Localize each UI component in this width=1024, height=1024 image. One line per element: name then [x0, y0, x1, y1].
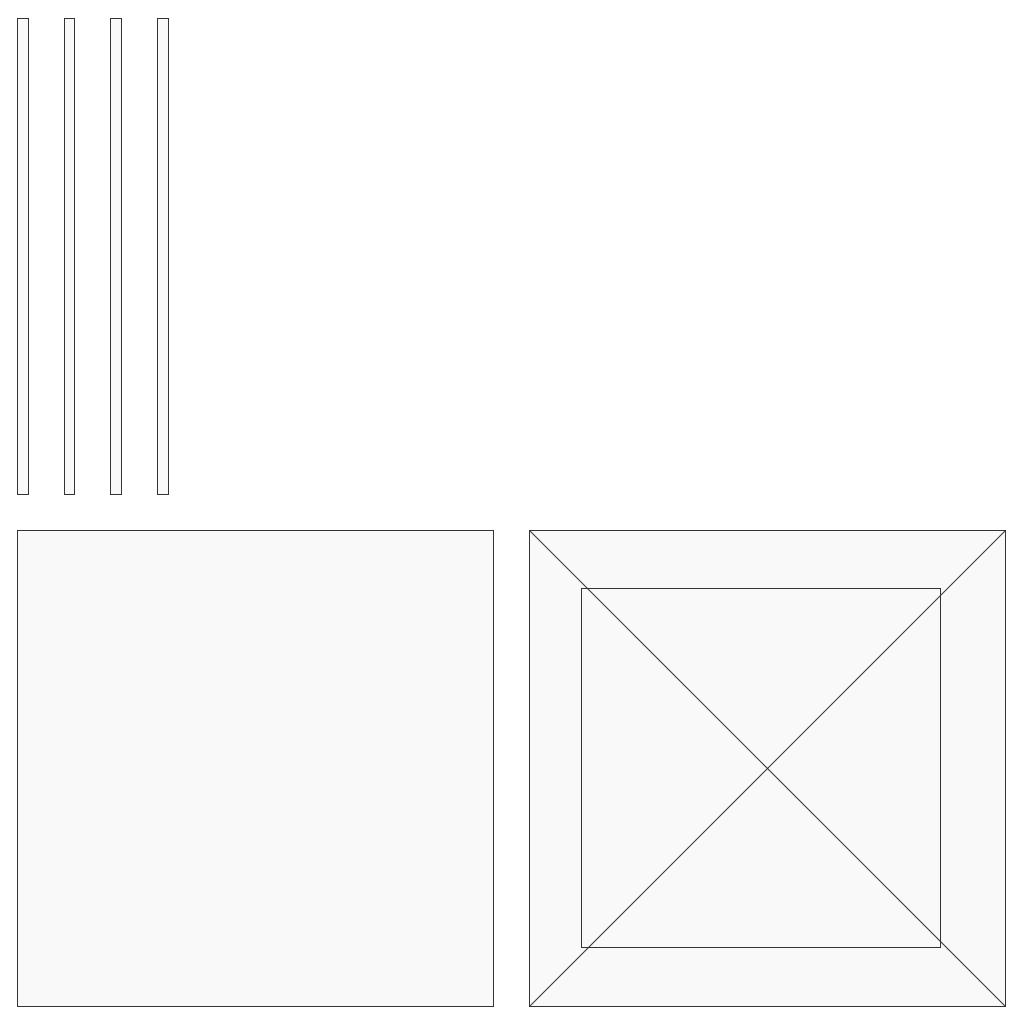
diagonal-line-top-right-to-bottom-left: [529, 530, 1006, 1007]
vertical-bar-1: [17, 18, 29, 495]
left-square-panel: [17, 530, 494, 1007]
vertical-bar-2: [64, 18, 75, 495]
right-inner-square: [581, 588, 941, 948]
right-square-panel: [529, 530, 1006, 1007]
vertical-bar-3: [110, 18, 122, 495]
vertical-bar-4: [157, 18, 169, 495]
vertical-bars-group: [17, 18, 169, 495]
